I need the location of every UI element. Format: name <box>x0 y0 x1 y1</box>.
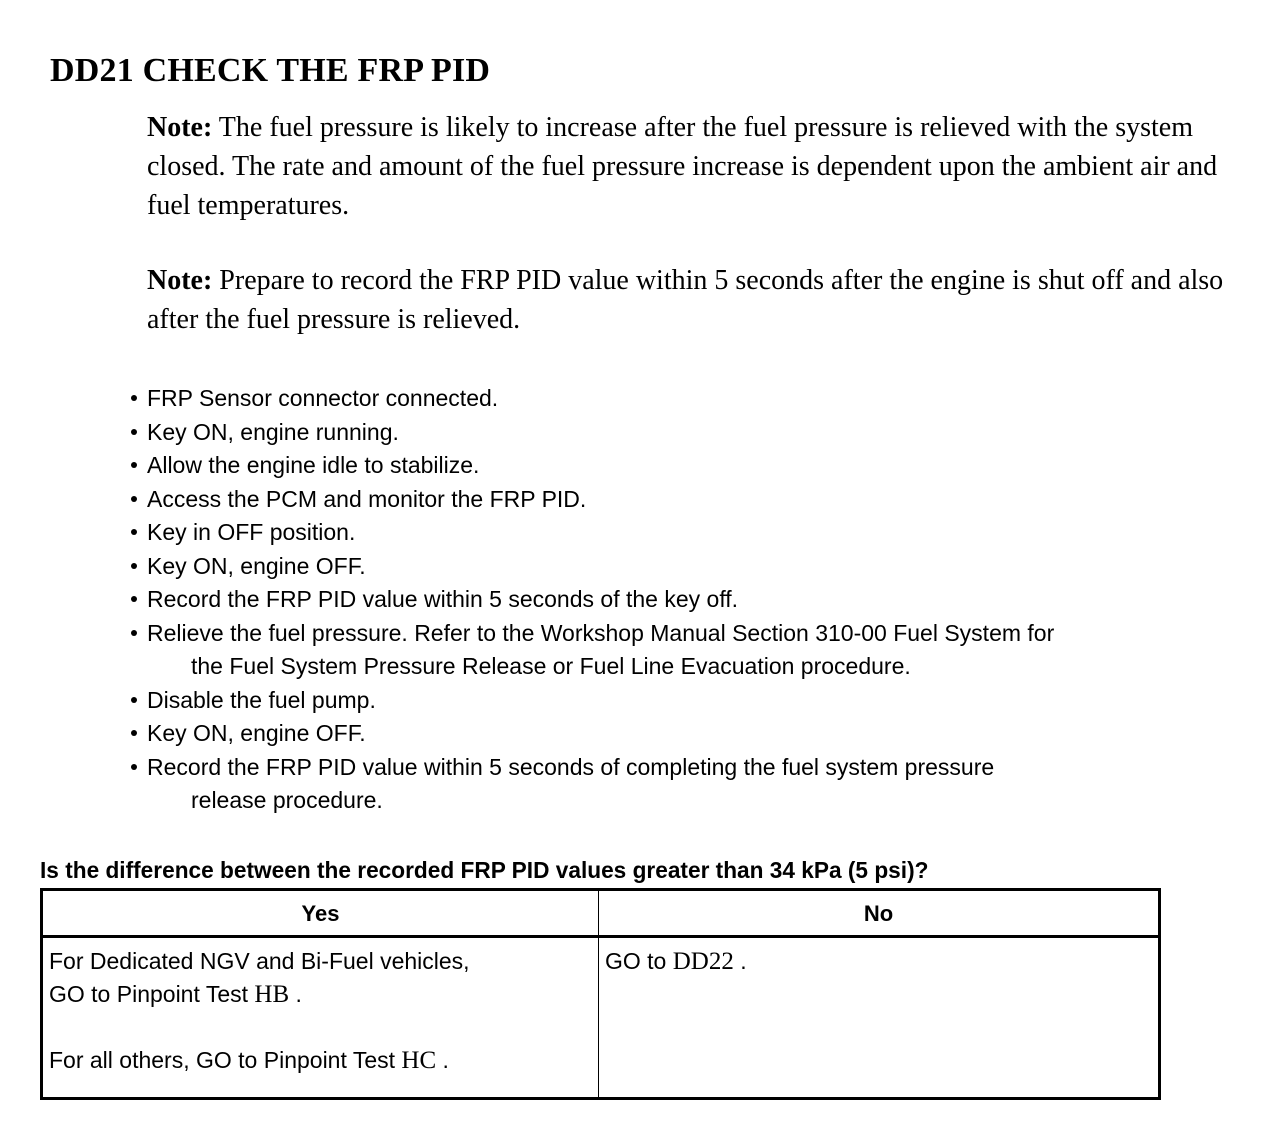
list-item: Record the FRP PID value within 5 second… <box>131 583 1261 617</box>
yes-line-2-suffix: . <box>289 981 302 1007</box>
bullet-icon <box>131 696 137 703</box>
list-item-text: Key ON, engine running. <box>147 418 399 445</box>
list-item-text: Key ON, engine OFF. <box>147 552 366 579</box>
pinpoint-test-ref-hb[interactable]: HB <box>254 981 290 1008</box>
bullet-icon <box>131 629 137 636</box>
yes-line-3-suffix: . <box>436 1047 449 1073</box>
list-item: Access the PCM and monitor the FRP PID. <box>131 483 1261 517</box>
list-item: Relieve the fuel pressure. Refer to the … <box>131 617 1261 684</box>
cell-yes-action: For Dedicated NGV and Bi-Fuel vehicles, … <box>41 936 599 1099</box>
list-item: Record the FRP PID value within 5 second… <box>131 751 1261 818</box>
column-header-yes: Yes <box>41 889 599 938</box>
no-prefix: GO to <box>605 948 673 974</box>
list-item-text: Record the FRP PID value within 5 second… <box>147 586 739 612</box>
yes-line-3-prefix: For all others, GO to Pinpoint Test <box>49 1047 402 1073</box>
no-line-1: GO to DD22 . <box>605 945 1158 978</box>
pinpoint-test-ref-hc[interactable]: HC <box>401 1047 437 1074</box>
bullet-icon <box>131 763 137 770</box>
yes-line-1: For Dedicated NGV and Bi-Fuel vehicles, <box>49 948 470 974</box>
decision-table: Yes No For Dedicated NGV and Bi-Fuel veh… <box>40 888 1161 1100</box>
bullet-icon <box>131 428 137 435</box>
bullet-icon <box>131 529 137 535</box>
procedure-step-list: FRP Sensor connector connected. Key ON, … <box>131 382 1261 818</box>
decision-question: Is the difference between the recorded F… <box>40 857 929 883</box>
list-item-text: Disable the fuel pump. <box>147 686 376 713</box>
bullet-icon <box>131 730 137 736</box>
list-item-text: FRP Sensor connector connected. <box>147 385 499 411</box>
table-row: For Dedicated NGV and Bi-Fuel vehicles, … <box>41 936 1160 1099</box>
bullet-icon <box>131 395 137 401</box>
bullet-icon <box>131 495 137 502</box>
note-text: Prepare to record the FRP PID value with… <box>147 265 1224 335</box>
list-item-text: Relieve the fuel pressure. Refer to the … <box>147 619 1055 646</box>
yes-line-3: For all others, GO to Pinpoint Test HC . <box>49 1044 598 1077</box>
bullet-icon <box>131 596 137 602</box>
yes-line-2: GO to Pinpoint Test HB . <box>49 978 598 1011</box>
list-item: Key ON, engine running. <box>131 416 1261 450</box>
column-header-no: No <box>598 889 1160 938</box>
list-item: Key in OFF position. <box>131 516 1261 550</box>
yes-line-2-prefix: GO to Pinpoint Test <box>49 981 255 1007</box>
cell-no-action: GO to DD22 . <box>598 936 1160 1099</box>
list-item: FRP Sensor connector connected. <box>131 382 1261 416</box>
list-item: Key ON, engine OFF. <box>131 717 1261 751</box>
cell-spacer <box>49 1011 598 1044</box>
note-block-2: Note: Prepare to record the FRP PID valu… <box>147 261 1247 339</box>
note-label: Note: <box>147 112 213 143</box>
no-suffix: . <box>733 948 747 974</box>
list-item-continuation: release procedure. <box>191 787 383 813</box>
list-item-text: Allow the engine idle to stabilize. <box>147 452 480 478</box>
list-item-text: Key ON, engine OFF. <box>147 720 366 746</box>
list-item-text: Key in OFF position. <box>147 519 356 545</box>
pinpoint-test-ref-dd22[interactable]: DD22 <box>672 948 734 975</box>
table-header-row: Yes No <box>41 889 1160 938</box>
bullet-icon <box>131 562 137 569</box>
page-title: DD21 CHECK THE FRP PID <box>50 51 491 89</box>
list-item-continuation: the Fuel System Pressure Release or Fuel… <box>191 653 911 679</box>
list-item-text: Access the PCM and monitor the FRP PID. <box>147 485 587 512</box>
note-block-1: Note: The fuel pressure is likely to inc… <box>147 108 1247 225</box>
list-item-text: Record the FRP PID value within 5 second… <box>147 753 995 780</box>
list-item: Key ON, engine OFF. <box>131 550 1261 584</box>
list-item: Disable the fuel pump. <box>131 684 1261 718</box>
bullet-icon <box>131 462 137 468</box>
note-label: Note: <box>147 265 213 296</box>
note-text: The fuel pressure is likely to increase … <box>147 112 1218 221</box>
notes-section: Note: The fuel pressure is likely to inc… <box>147 108 1247 339</box>
list-item: Allow the engine idle to stabilize. <box>131 449 1261 483</box>
